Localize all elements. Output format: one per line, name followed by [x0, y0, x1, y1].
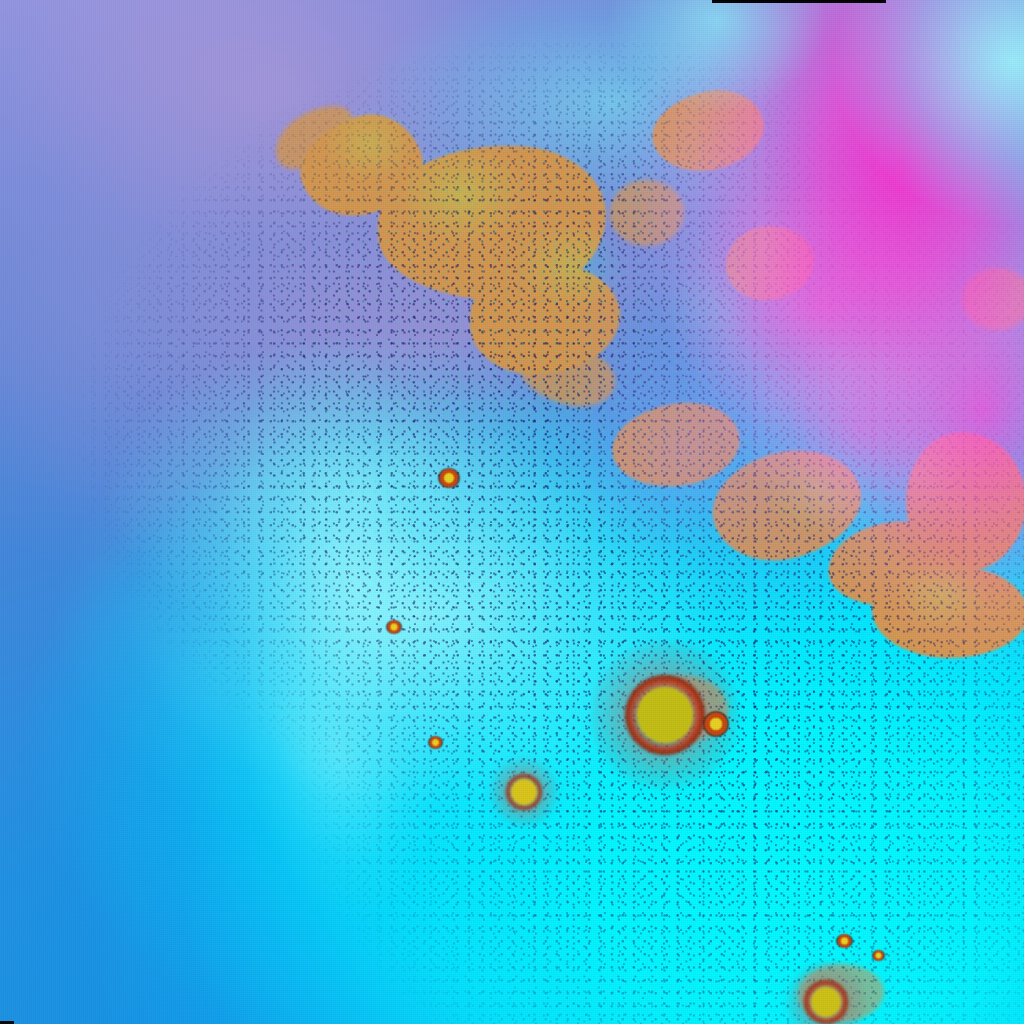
hotspot-micro-e: [872, 950, 885, 961]
hotspot-core: [511, 779, 537, 805]
hotspot-south: [785, 961, 867, 1024]
data-dropout-bar: [712, 0, 886, 3]
hotspot-micro-d: [836, 934, 853, 948]
hotspot-small-west: [490, 758, 558, 826]
hotspot-micro-a: [438, 468, 460, 488]
hotspot-micro-c: [428, 736, 443, 749]
hotspot-core: [810, 986, 842, 1018]
hotspot-large-central: [591, 641, 739, 789]
hotspot-core: [636, 686, 694, 744]
corner-nick: [0, 1021, 14, 1024]
hotspot-micro-b: [386, 620, 402, 634]
hotspot-satellite-e: [703, 711, 729, 737]
